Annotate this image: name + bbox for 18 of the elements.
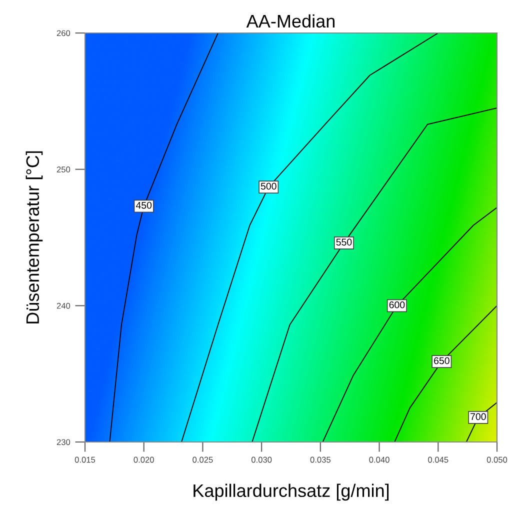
line-series bbox=[252, 108, 497, 442]
x-tick-label: 0.015 bbox=[74, 456, 96, 463]
y-tick-label: 260 bbox=[56, 30, 70, 36]
y-axis-title: Düsentemperatur [°C] bbox=[26, 151, 43, 324]
x-tick-label: 0.025 bbox=[192, 456, 213, 463]
line-series bbox=[322, 207, 497, 442]
y-tick-label: 240 bbox=[56, 302, 70, 309]
y-tick-label: 230 bbox=[56, 439, 70, 446]
line-series bbox=[109, 33, 218, 442]
x-tick-label: 0.020 bbox=[134, 456, 154, 463]
x-tick-label: 0.040 bbox=[369, 456, 390, 463]
x-tick-label: 0.035 bbox=[310, 456, 331, 463]
x-axis-title: Kapillardurchsatz [g/min] bbox=[194, 484, 389, 501]
x-tick-label: 0.045 bbox=[428, 456, 448, 463]
x-tick-label: 0.050 bbox=[486, 456, 508, 463]
y-tick-label: 250 bbox=[56, 166, 70, 172]
chart-title: AA-Median bbox=[246, 14, 334, 28]
x-tick-label: 0.030 bbox=[251, 456, 272, 463]
